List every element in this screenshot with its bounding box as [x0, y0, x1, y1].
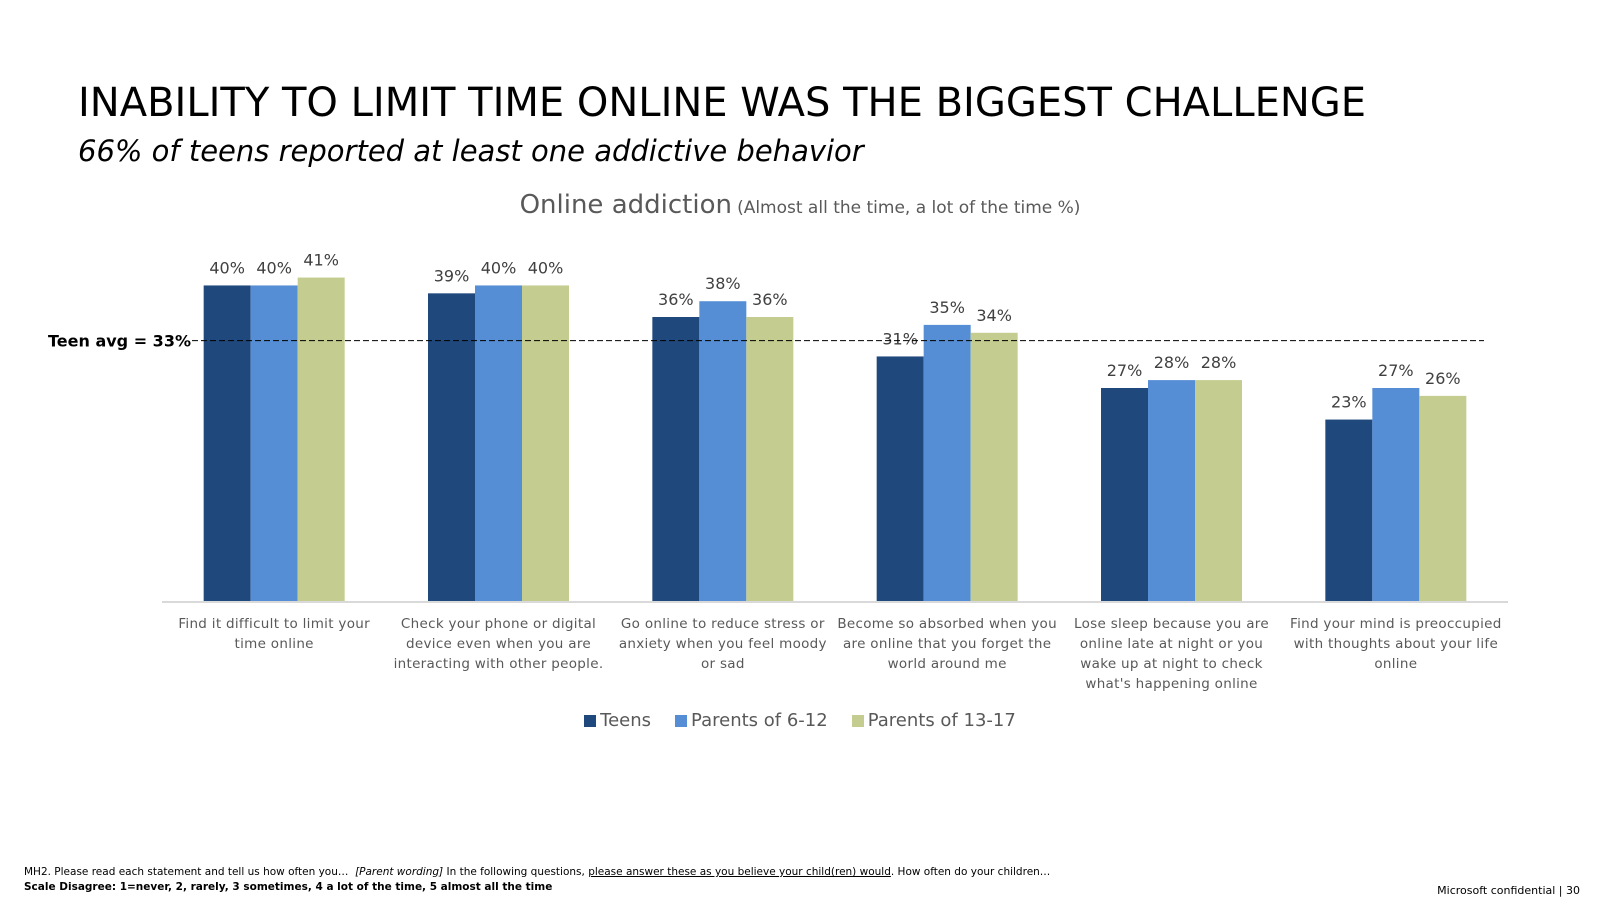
x-tick-label: Find it difficult to limit your time onl… [178, 616, 370, 652]
bar [1372, 388, 1420, 601]
value-label: 40% [528, 258, 564, 277]
value-label: 27% [1107, 361, 1143, 380]
bar [1325, 419, 1373, 601]
legend-swatch [851, 714, 864, 727]
legend-swatch [675, 714, 688, 727]
value-label: 40% [209, 258, 245, 277]
legend-item: Parents of 6-12 [675, 710, 828, 731]
bar [1101, 388, 1148, 601]
bar [652, 317, 700, 601]
bar [970, 332, 1018, 601]
legend-item: Teens [584, 710, 651, 731]
legend-swatch [584, 714, 597, 727]
bar [1195, 380, 1242, 601]
reference-label: Teen avg = 33% [48, 332, 191, 351]
chart-title: Online addiction [519, 190, 732, 220]
footer: Microsoft confidential | 30 [1437, 884, 1580, 897]
parent-underlined: please answer these as you believe your … [588, 866, 891, 878]
value-label: 36% [752, 290, 788, 309]
value-label: 38% [705, 274, 741, 293]
x-tick-label: Lose sleep because you are online late a… [1074, 616, 1269, 692]
footnote-scale: Scale Disagree: 1=never, 2, rarely, 3 so… [24, 881, 553, 893]
bar [876, 356, 924, 601]
parent-label: [Parent wording] [355, 866, 444, 878]
bar [1419, 395, 1467, 601]
x-tick-label: Find your mind is preoccupied with thoug… [1289, 616, 1502, 672]
x-tick-label: Become so absorbed when you are online t… [837, 616, 1057, 672]
value-label: 27% [1378, 361, 1414, 380]
legend-label: Parents of 13-17 [867, 710, 1016, 731]
parent-text: In the following questions, [446, 866, 585, 878]
value-label: 39% [434, 266, 470, 285]
value-label: 31% [882, 329, 918, 348]
legend-item: Parents of 13-17 [851, 710, 1016, 731]
chart-title-note: (Almost all the time, a lot of the time … [737, 198, 1081, 218]
chart-heading: Online addiction (Almost all the time, a… [0, 190, 1600, 220]
value-label: 40% [481, 258, 517, 277]
value-label: 28% [1154, 353, 1190, 372]
value-label: 23% [1331, 393, 1367, 412]
legend: Teens Parents of 6-12 Parents of 13-17 [0, 710, 1600, 731]
footnote-question: MH2. Please read each statement and tell… [24, 866, 1050, 878]
bar [203, 285, 251, 601]
value-label: 36% [658, 290, 694, 309]
question: MH2. Please read each statement and tell… [24, 866, 349, 878]
subtitle: 66% of teens reported at least one addic… [78, 134, 864, 168]
value-label: 28% [1201, 353, 1237, 372]
bar [475, 285, 522, 601]
parent-end: . How often do your children… [890, 866, 1051, 878]
value-label: 40% [256, 258, 292, 277]
value-label: 35% [929, 298, 965, 317]
title: INABILITY TO LIMIT TIME ONLINE WAS THE B… [78, 80, 1367, 126]
bar [297, 277, 345, 601]
bar [746, 317, 794, 601]
legend-label: Parents of 6-12 [691, 710, 828, 731]
x-tick-label: Check your phone or digital device even … [393, 616, 604, 672]
value-label: 34% [976, 306, 1012, 325]
bar [923, 324, 971, 601]
legend-label: Teens [600, 710, 652, 731]
value-label: 26% [1425, 369, 1461, 388]
bar [428, 293, 475, 601]
value-label: 41% [303, 251, 339, 270]
bar [250, 285, 298, 601]
x-tick-label: Go online to reduce stress or anxiety wh… [618, 616, 827, 672]
bar [1148, 380, 1195, 601]
bar [522, 285, 569, 601]
bar [699, 301, 747, 601]
